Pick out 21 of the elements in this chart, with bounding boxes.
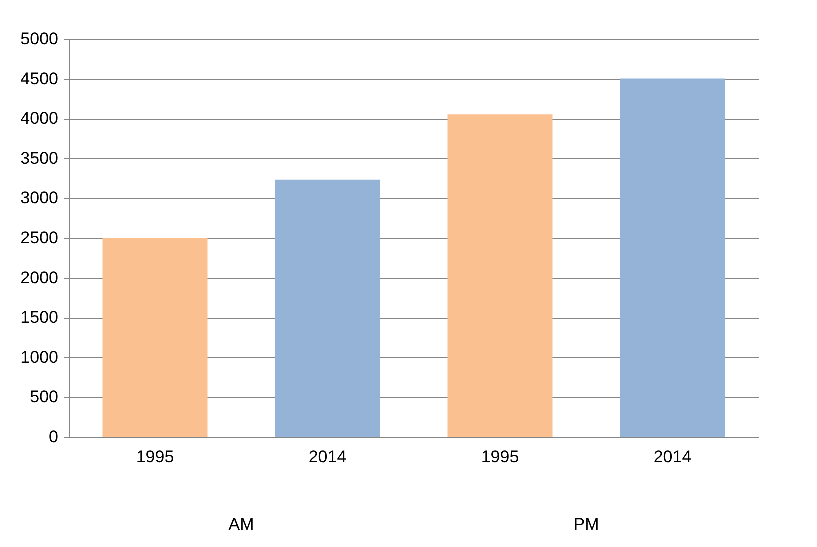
bar xyxy=(448,114,553,437)
y-tick-label: 4000 xyxy=(20,109,58,128)
x-tick-label: 2014 xyxy=(308,448,347,466)
x-tick-label: 2014 xyxy=(654,448,692,466)
bar xyxy=(102,238,208,437)
x-tick-label: 1995 xyxy=(136,448,174,466)
y-tick-label: 2000 xyxy=(20,268,58,288)
y-tick-label: 0 xyxy=(49,428,58,446)
y-tick-label: 1500 xyxy=(20,308,58,328)
y-tick-label: 4500 xyxy=(20,69,58,88)
y-tick-label: 5000 xyxy=(20,30,58,48)
y-tick-label: 3500 xyxy=(20,148,58,168)
y-tick-label: 1000 xyxy=(20,348,58,367)
bar xyxy=(275,180,380,437)
text: AM xyxy=(228,515,254,534)
y-tick-label: 2500 xyxy=(20,228,58,248)
y-tick-label: 3000 xyxy=(20,188,58,208)
x-tick-label: 1995 xyxy=(481,448,520,466)
bar xyxy=(620,78,726,437)
y-tick-label: 500 xyxy=(30,388,58,407)
text: PM xyxy=(574,515,600,534)
